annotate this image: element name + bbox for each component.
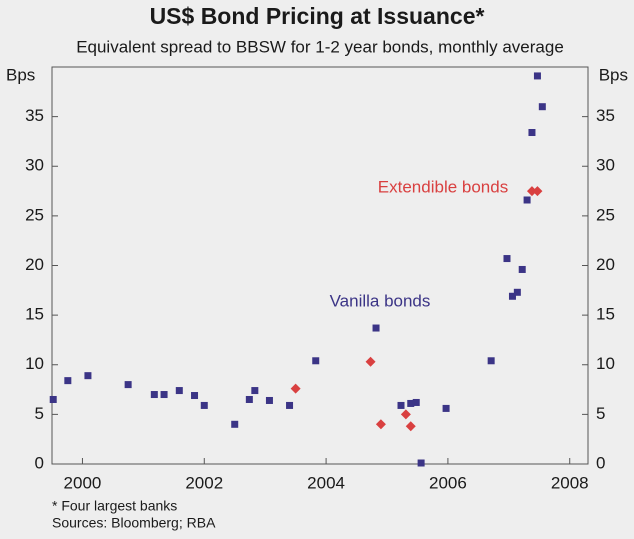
point bbox=[533, 72, 541, 80]
y2-tick-label: 35 bbox=[596, 106, 615, 125]
point bbox=[442, 404, 450, 412]
y-tick-label: 25 bbox=[25, 205, 44, 224]
point bbox=[245, 395, 253, 403]
point bbox=[286, 401, 294, 409]
point bbox=[407, 399, 415, 407]
y2-tick-label: 25 bbox=[596, 205, 615, 224]
chart-title: US$ Bond Pricing at Issuance* bbox=[150, 3, 485, 29]
point bbox=[487, 357, 495, 365]
y-tick-label: 30 bbox=[25, 156, 44, 175]
point bbox=[508, 292, 516, 300]
series-label: Vanilla bonds bbox=[330, 291, 431, 310]
x-tick-label: 2006 bbox=[429, 473, 467, 492]
y2-tick-label: 20 bbox=[596, 255, 615, 274]
y-axis-label: Bps bbox=[6, 65, 35, 84]
point bbox=[64, 377, 72, 385]
point bbox=[412, 398, 420, 406]
x-tick-label: 2000 bbox=[64, 473, 102, 492]
series-label: Extendible bonds bbox=[378, 177, 508, 196]
point bbox=[312, 357, 320, 365]
point bbox=[160, 391, 168, 399]
point bbox=[84, 372, 92, 380]
y-tick-label: 0 bbox=[35, 453, 44, 472]
y2-tick-label: 30 bbox=[596, 156, 615, 175]
point bbox=[518, 265, 526, 273]
point bbox=[265, 396, 273, 404]
y-tick-label: 15 bbox=[25, 305, 44, 324]
point bbox=[200, 401, 208, 409]
point bbox=[523, 196, 531, 204]
x-tick-label: 2004 bbox=[307, 473, 345, 492]
y-tick-label: 10 bbox=[25, 354, 44, 373]
y2-tick-label: 5 bbox=[596, 404, 605, 423]
point bbox=[397, 401, 405, 409]
x-tick-label: 2002 bbox=[185, 473, 223, 492]
point bbox=[400, 409, 411, 420]
chart-subtitle: Equivalent spread to BBSW for 1-2 year b… bbox=[76, 37, 564, 56]
point bbox=[124, 381, 132, 389]
point bbox=[150, 391, 158, 399]
point bbox=[538, 103, 546, 111]
y-tick-label: 5 bbox=[35, 404, 44, 423]
point bbox=[290, 383, 301, 394]
x-tick-label: 2008 bbox=[551, 473, 589, 492]
y2-tick-label: 10 bbox=[596, 354, 615, 373]
point bbox=[503, 255, 511, 263]
point bbox=[49, 395, 57, 403]
point bbox=[251, 387, 259, 395]
y2-axis-label: Bps bbox=[599, 65, 628, 84]
point bbox=[372, 324, 380, 332]
source: Sources: Bloomberg; RBA bbox=[52, 515, 216, 531]
y-tick-label: 35 bbox=[25, 106, 44, 125]
y-tick-label: 20 bbox=[25, 255, 44, 274]
point bbox=[191, 392, 199, 400]
footnote: * Four largest banks bbox=[52, 498, 177, 514]
point bbox=[526, 186, 537, 197]
point bbox=[417, 459, 425, 467]
point bbox=[375, 419, 386, 430]
point bbox=[513, 288, 521, 296]
y2-tick-label: 15 bbox=[596, 305, 615, 324]
point bbox=[365, 356, 376, 367]
y2-tick-label: 0 bbox=[596, 453, 605, 472]
point bbox=[231, 420, 239, 428]
point bbox=[528, 129, 536, 137]
point bbox=[405, 421, 416, 432]
point bbox=[175, 387, 183, 395]
point bbox=[532, 186, 543, 197]
